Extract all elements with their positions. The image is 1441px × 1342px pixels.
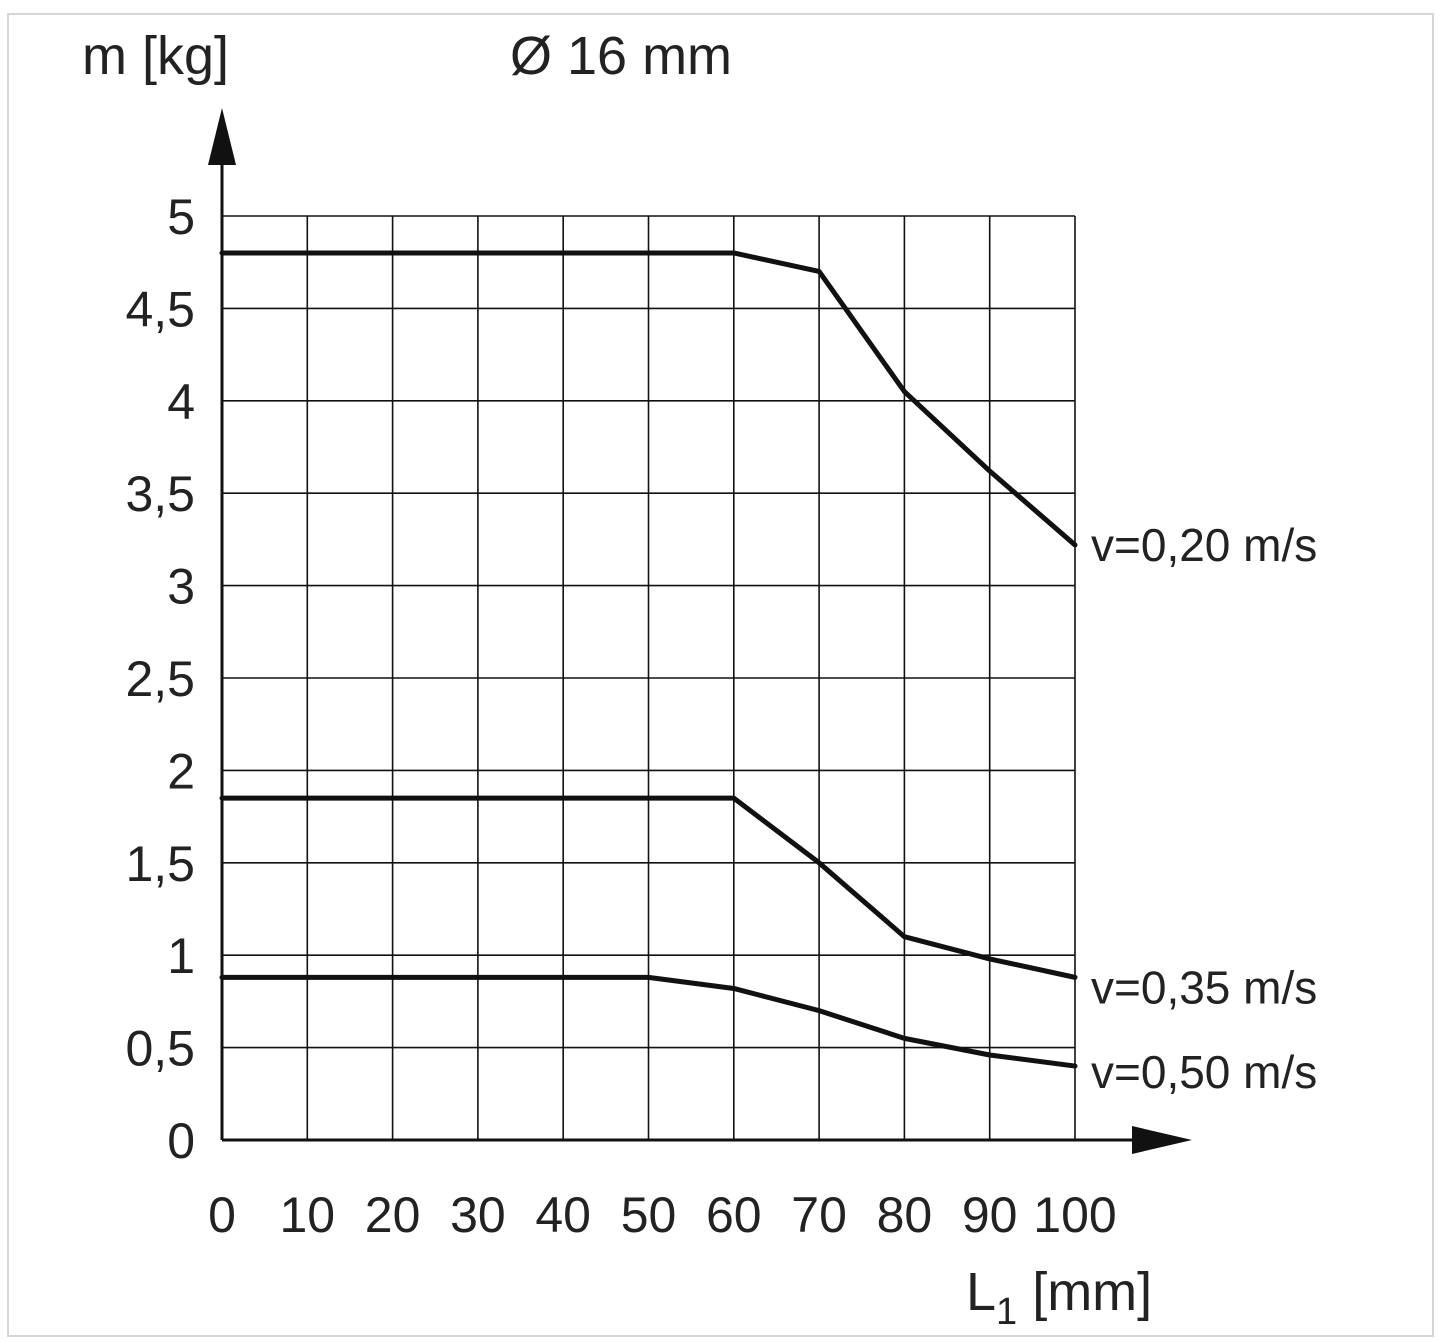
y-tick-label: 2,5 xyxy=(125,651,195,707)
series-label: v=0,35 m/s xyxy=(1091,961,1317,1013)
y-tick-label: 1,5 xyxy=(125,836,195,892)
x-tick-label: 80 xyxy=(877,1187,933,1243)
x-tick-label: 90 xyxy=(962,1187,1018,1243)
x-axis-arrow-icon xyxy=(1132,1126,1192,1154)
x-tick-label: 20 xyxy=(365,1187,421,1243)
y-tick-label: 4,5 xyxy=(125,281,195,337)
y-tick-label: 0 xyxy=(167,1113,195,1169)
x-tick-label: 70 xyxy=(791,1187,847,1243)
series-line xyxy=(219,250,1078,548)
x-tick-label: 60 xyxy=(706,1187,762,1243)
x-axis-title: L1 [mm] xyxy=(966,1262,1152,1333)
x-tick-label: 30 xyxy=(450,1187,506,1243)
x-axis-title-subscript: 1 xyxy=(996,1291,1017,1333)
x-tick-label: 50 xyxy=(621,1187,677,1243)
y-tick-label: 4 xyxy=(167,374,195,430)
chart-title: Ø 16 mm xyxy=(510,26,732,86)
x-tick-labels: 0 10 20 30 40 50 60 70 80 90 100 xyxy=(208,1187,1117,1243)
x-tick-label: 10 xyxy=(279,1187,335,1243)
y-tick-label: 3 xyxy=(167,559,195,615)
y-tick-label: 5 xyxy=(167,189,195,245)
y-tick-label: 0,5 xyxy=(125,1021,195,1077)
series-line xyxy=(219,795,1078,980)
y-tick-label: 3,5 xyxy=(125,466,195,522)
x-tick-label: 40 xyxy=(535,1187,591,1243)
series-label: v=0,20 m/s xyxy=(1091,519,1317,571)
series-label: v=0,50 m/s xyxy=(1091,1046,1317,1098)
y-axis-arrow-icon xyxy=(208,108,236,165)
y-axis-title: m [kg] xyxy=(82,26,229,86)
x-tick-label: 0 xyxy=(208,1187,236,1243)
grid xyxy=(221,215,1076,1141)
x-axis-title-main: L xyxy=(966,1262,996,1322)
image-frame xyxy=(7,13,1434,1337)
y-tick-labels: 0 0,5 1 1,5 2 2,5 3 3,5 4 4,5 5 xyxy=(125,189,195,1169)
y-tick-label: 2 xyxy=(167,743,195,799)
axes xyxy=(208,108,1192,1154)
series-line xyxy=(219,974,1078,1069)
x-axis-title-unit: [mm] xyxy=(1017,1262,1152,1322)
x-tick-label: 100 xyxy=(1033,1187,1116,1243)
series-labels: v=0,20 m/s v=0,35 m/s v=0,50 m/s xyxy=(1091,519,1317,1098)
y-tick-label: 1 xyxy=(167,928,195,984)
series-lines xyxy=(219,250,1078,1069)
